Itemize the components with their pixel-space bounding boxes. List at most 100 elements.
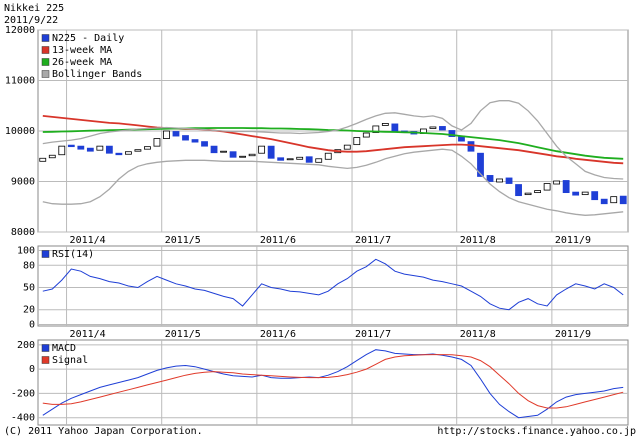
candle-body — [486, 175, 494, 182]
y-tick-label: -400 — [11, 413, 35, 424]
candle-body — [448, 130, 456, 137]
y-tick-label: 100 — [17, 245, 35, 256]
candle-body — [229, 151, 237, 158]
plot-area — [37, 245, 629, 327]
y-tick-label: 9000 — [11, 177, 35, 188]
candle-body — [619, 195, 627, 205]
x-tick-label: 2011/6 — [260, 329, 296, 340]
line — [42, 100, 624, 180]
y-tick-label: 80 — [23, 260, 35, 271]
candle-body — [553, 180, 561, 185]
candle-body — [153, 138, 161, 147]
candle-body — [429, 126, 437, 129]
x-tick-label: 2011/4 — [70, 329, 106, 340]
candle-body — [86, 147, 94, 152]
copyright: (C) 2011 Yahoo Japan Corporation. — [4, 426, 203, 437]
candle-body — [67, 144, 75, 148]
candle-body — [362, 132, 370, 138]
candle-body — [172, 131, 180, 137]
candle-body — [220, 150, 227, 153]
candle-body — [543, 183, 551, 191]
x-tick-label: 2011/7 — [355, 329, 391, 340]
candle-body — [515, 184, 522, 197]
candle-body — [58, 145, 66, 156]
candle-body — [115, 152, 123, 156]
candle-body — [353, 137, 361, 146]
candle-body — [305, 156, 313, 163]
candle-body — [324, 152, 332, 160]
candle-body — [467, 141, 475, 152]
y-tick-label: 50 — [23, 282, 35, 293]
y-tick-label: 0 — [29, 364, 35, 375]
candle-body — [267, 145, 275, 159]
x-tick-label: 2011/5 — [165, 329, 201, 340]
candle-body — [381, 123, 389, 126]
candle-body — [600, 198, 608, 205]
x-tick-label: 2011/9 — [555, 235, 591, 246]
candle-body — [581, 191, 589, 196]
candle-body — [315, 158, 323, 163]
candle-body — [286, 158, 294, 161]
legend-swatch — [41, 344, 50, 352]
legend-label: Signal — [52, 355, 88, 366]
candle-body — [258, 145, 266, 154]
chart-title: Nikkei 225 — [4, 3, 64, 14]
candle-body — [591, 191, 599, 201]
candle-body — [210, 145, 218, 154]
x-tick-label: 2011/8 — [460, 235, 496, 246]
x-tick-label: 2011/8 — [460, 329, 496, 340]
candle-body — [343, 144, 351, 150]
line — [42, 258, 624, 311]
legend-label: RSI(14) — [52, 249, 94, 260]
candle-body — [163, 130, 170, 139]
legend-label: 13-week MA — [52, 45, 112, 56]
x-tick-label: 2011/7 — [355, 235, 391, 246]
legend-label: N225 - Daily — [52, 33, 124, 44]
candle-body — [201, 141, 208, 147]
y-tick-label: 8000 — [11, 227, 35, 238]
candle-body — [125, 151, 132, 155]
y-tick-label: 200 — [17, 340, 35, 351]
candle-body — [391, 123, 399, 132]
y-tick-label: 0 — [29, 320, 35, 331]
candle-body — [144, 146, 151, 150]
candle-body — [39, 157, 47, 162]
candle-body — [562, 180, 570, 194]
y-tick-label: 20 — [23, 305, 35, 316]
line — [42, 349, 624, 419]
source-url: http://stocks.finance.yahoo.co.jp — [437, 426, 636, 437]
legend-swatch — [41, 58, 50, 66]
legend-swatch — [41, 250, 50, 258]
x-tick-label: 2011/4 — [70, 235, 106, 246]
line — [42, 354, 624, 409]
candle-body — [477, 152, 484, 177]
y-tick-label: 12000 — [5, 25, 35, 36]
candle-body — [524, 192, 532, 196]
legend-label: 26-week MA — [52, 57, 112, 68]
candle-body — [77, 145, 85, 150]
candle-body — [105, 145, 113, 154]
candle-body — [134, 149, 142, 152]
x-tick-label: 2011/5 — [165, 235, 201, 246]
candle-body — [182, 135, 189, 141]
line — [42, 148, 624, 216]
plot-area — [37, 339, 629, 426]
candle-body — [505, 177, 513, 184]
candle-body — [239, 155, 246, 158]
candle-body — [372, 125, 380, 133]
legend-label: Bollinger Bands — [52, 69, 142, 80]
y-tick-label: -200 — [11, 388, 35, 399]
y-tick-label: 10000 — [5, 126, 35, 137]
candle-body — [248, 153, 256, 157]
x-tick-label: 2011/6 — [260, 235, 296, 246]
candle-body — [496, 178, 503, 183]
chart-subtitle: 2011/9/22 — [4, 15, 58, 26]
candle-body — [96, 145, 104, 151]
legend-swatch — [41, 46, 50, 54]
candle-body — [572, 191, 580, 196]
candle-body — [296, 156, 304, 160]
legend-swatch — [41, 34, 50, 42]
y-tick-label: 11000 — [5, 76, 35, 87]
